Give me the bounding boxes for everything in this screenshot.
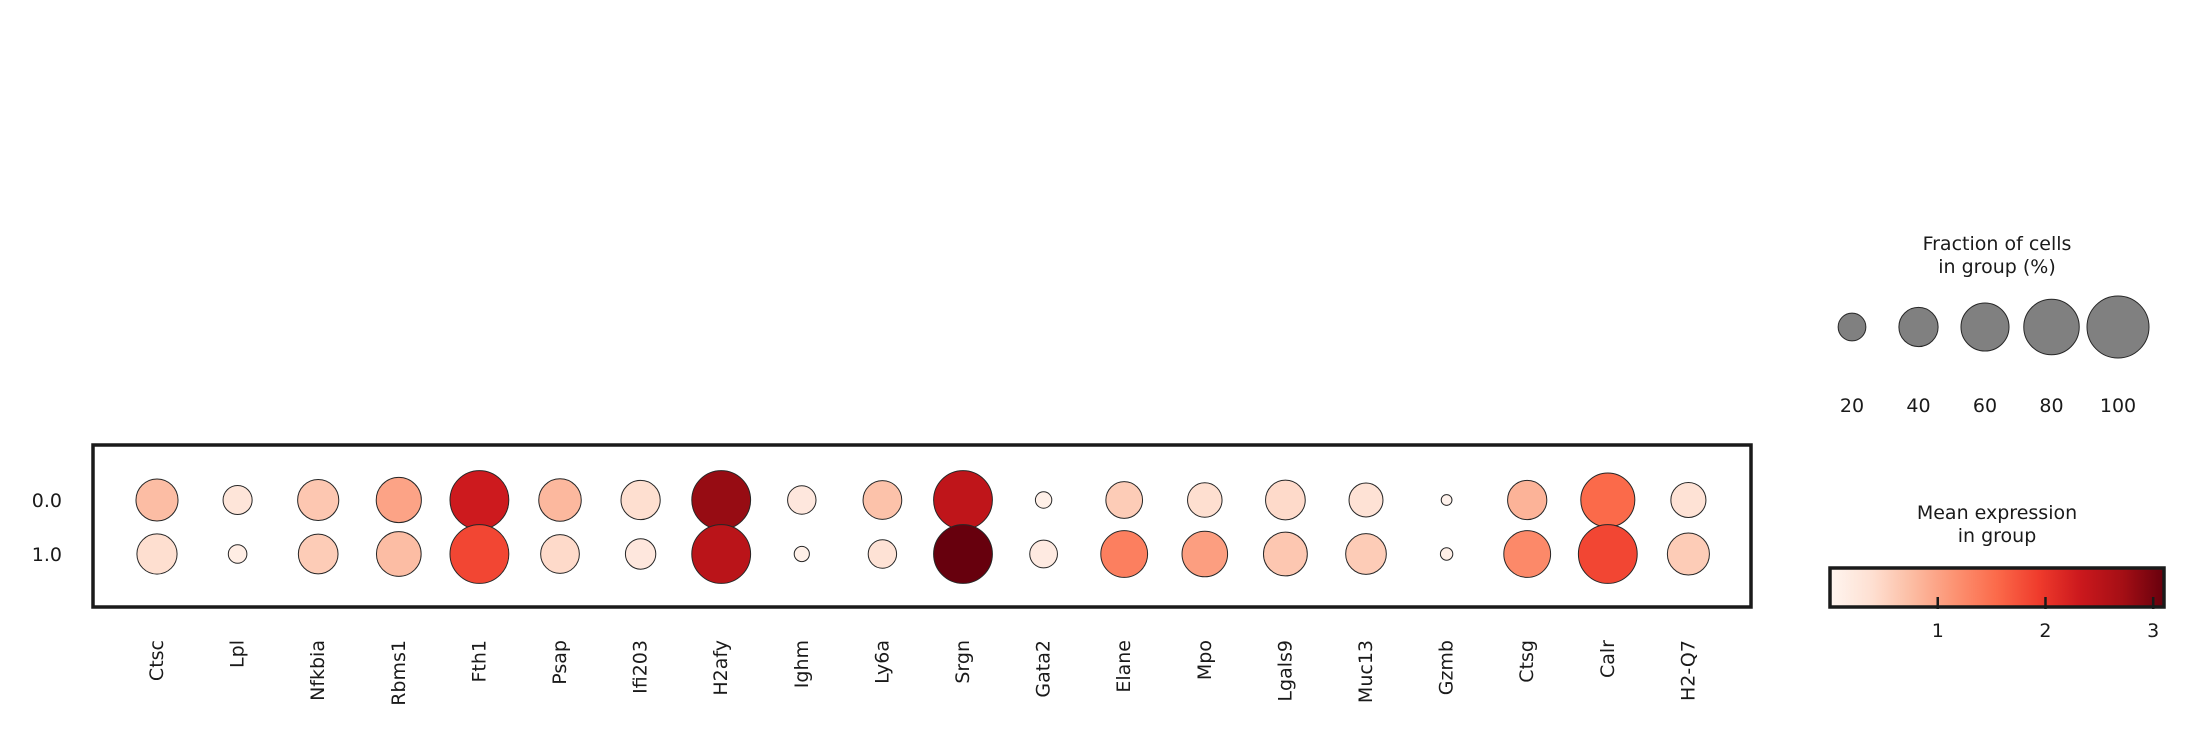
- dot: [1577, 524, 1638, 584]
- gene-label: Psap: [549, 640, 571, 685]
- colorbar-tick-label: 1: [1932, 620, 1944, 642]
- dot: [1029, 539, 1058, 569]
- size-legend-label: 80: [2039, 395, 2063, 417]
- dot: [227, 544, 248, 564]
- dot: [297, 478, 340, 522]
- dot: [538, 478, 582, 522]
- gene-label: Gzmb: [1436, 640, 1458, 695]
- color-legend-title-line2: in group: [1958, 525, 2037, 547]
- group-label: 0.0: [32, 490, 62, 512]
- dot: [1105, 481, 1144, 519]
- dot: [136, 533, 178, 575]
- main-plot-area: 0.0 1.0 Ctsc Lpl Nfkbia Rbms1 Fth1 Psap Ifi203 H2…: [32, 443, 1753, 706]
- dot: [1666, 532, 1710, 576]
- color-legend: Mean expression in group 1 2 3: [1828, 502, 2166, 642]
- dot: [933, 470, 993, 530]
- color-legend-title-line1: Mean expression: [1917, 502, 2077, 524]
- dot: [449, 524, 510, 584]
- colorbar-tick-label: 3: [2147, 620, 2159, 642]
- dot: [1181, 530, 1229, 578]
- gene-label: Rbms1: [388, 640, 410, 706]
- dot: [375, 531, 422, 577]
- dot: [691, 524, 752, 584]
- dot: [1348, 482, 1384, 518]
- dot: [1503, 530, 1552, 578]
- gene-label: Mpo: [1194, 640, 1216, 680]
- dot: [1439, 547, 1454, 561]
- dot: [1580, 472, 1636, 528]
- size-legend-title-line2: in group (%): [1938, 256, 2055, 278]
- dot: [222, 484, 253, 516]
- dot: [1100, 530, 1149, 578]
- size-legend-title-line1: Fraction of cells: [1923, 233, 2072, 255]
- dot: [787, 485, 817, 515]
- size-legend-label: 20: [1840, 395, 1864, 417]
- gene-label: Srgn: [952, 640, 974, 684]
- dot: [624, 538, 657, 570]
- gene-label: Ctsg: [1516, 640, 1538, 683]
- colorbar-tick-label: 2: [2039, 620, 2051, 642]
- dot: [1187, 482, 1223, 518]
- size-swatch: [1898, 306, 1939, 348]
- dot: [1670, 481, 1707, 519]
- colorbar: [1830, 568, 2164, 607]
- dot: [1265, 479, 1306, 521]
- group-label: 1.0: [32, 544, 62, 566]
- size-legend: Fraction of cells in group (%) 20 40 60 80 1…: [1837, 233, 2150, 417]
- dot: [1440, 494, 1453, 506]
- gene-label: H2-Q7: [1677, 640, 1699, 701]
- plot-frame: [91, 443, 1753, 609]
- dot: [540, 534, 580, 574]
- gene-label: H2afy: [710, 640, 732, 696]
- dot: [862, 480, 903, 520]
- gene-label: Elane: [1113, 640, 1135, 693]
- size-legend-label: 100: [2100, 395, 2136, 417]
- dot: [1345, 533, 1387, 575]
- size-legend-label: 40: [1906, 395, 1930, 417]
- size-swatch: [1960, 302, 2010, 352]
- gene-label: Ctsc: [146, 640, 168, 681]
- gene-label: Lpl: [227, 640, 249, 668]
- dot: [793, 545, 810, 563]
- dot: [691, 470, 752, 530]
- dot: [1507, 479, 1548, 521]
- dot: [1034, 491, 1053, 509]
- gene-label: Nfkbia: [307, 640, 329, 701]
- gene-label: Fth1: [468, 640, 490, 683]
- dot: [135, 478, 179, 522]
- colorbar-frame: [1828, 566, 2166, 609]
- dot: [620, 479, 661, 521]
- gene-label: Calr: [1597, 640, 1619, 678]
- size-swatch: [2023, 298, 2080, 356]
- dot: [1262, 531, 1308, 577]
- gene-label: Ly6a: [871, 640, 893, 684]
- dot: [375, 476, 422, 524]
- dot: [297, 533, 339, 575]
- gene-label: Ighm: [791, 640, 813, 688]
- gene-label: Gata2: [1033, 640, 1055, 698]
- size-swatch: [2086, 295, 2150, 359]
- gene-label: Muc13: [1355, 640, 1377, 703]
- size-swatch: [1837, 312, 1867, 342]
- dot: [933, 524, 993, 584]
- gene-label: Lgals9: [1274, 640, 1296, 702]
- gene-label: Ifi203: [630, 640, 652, 694]
- size-legend-label: 60: [1973, 395, 1997, 417]
- dot: [449, 470, 510, 530]
- dot: [867, 539, 898, 569]
